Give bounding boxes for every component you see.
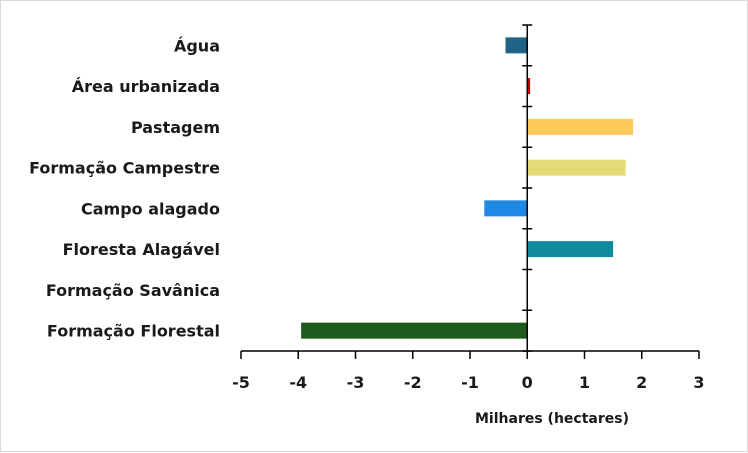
bar <box>527 78 531 95</box>
bar <box>527 159 626 176</box>
x-tick-label: 1 <box>579 373 590 392</box>
x-tick-label: 3 <box>693 373 704 392</box>
x-tick-label: -4 <box>289 373 307 392</box>
x-axis-title: Milhares (hectares) <box>475 411 629 427</box>
category-label: Área urbanizada <box>72 77 220 96</box>
x-tick-label: -2 <box>404 373 422 392</box>
category-label: Campo alagado <box>81 199 220 218</box>
bar <box>505 37 528 54</box>
x-tick-label: -5 <box>232 373 250 392</box>
bar <box>527 241 614 258</box>
x-tick-label: 0 <box>522 373 533 392</box>
category-label: Água <box>174 36 220 55</box>
category-label: Formação Florestal <box>47 322 220 341</box>
bar <box>301 322 528 339</box>
category-label: Formação Savânica <box>46 281 220 300</box>
x-tick-label: -3 <box>347 373 365 392</box>
category-label: Pastagem <box>131 118 220 137</box>
category-label: Floresta Alagável <box>63 240 220 259</box>
x-tick-label: -1 <box>461 373 479 392</box>
category-label: Formação Campestre <box>29 159 220 178</box>
bar <box>527 118 634 135</box>
x-tick-label: 2 <box>636 373 647 392</box>
bar <box>484 200 528 217</box>
